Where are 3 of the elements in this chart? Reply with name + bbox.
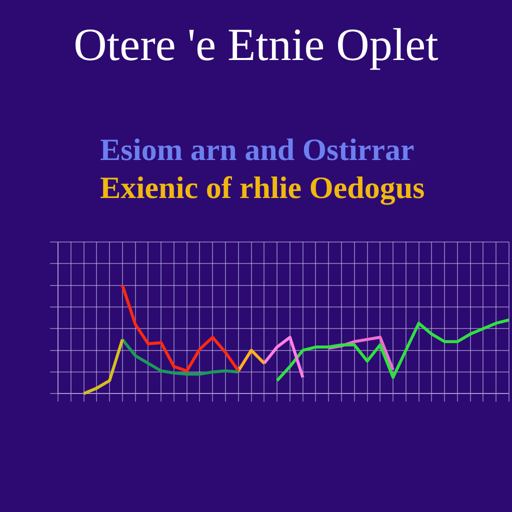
chart-title: Otere 'e Etnie Oplet: [72, 18, 440, 71]
chart-subtitle: Esiom arn and Ostirrar: [100, 132, 414, 168]
text: Exienic of rhlie Oedogus: [100, 170, 425, 206]
